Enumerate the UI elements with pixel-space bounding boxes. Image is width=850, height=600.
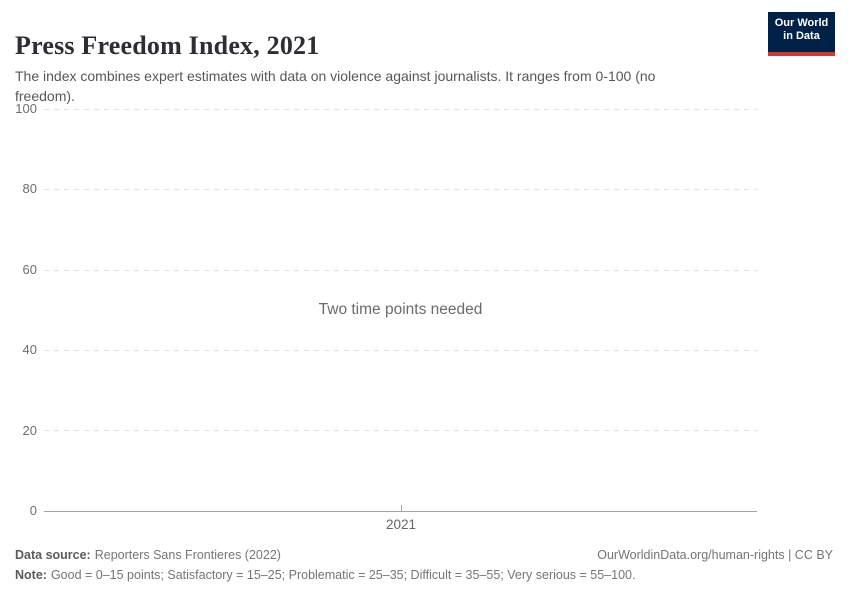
empty-state-message: Two time points needed xyxy=(318,301,483,318)
gridline xyxy=(44,189,757,190)
footer-datasource-line: Data source: Reporters Sans Frontieres (2… xyxy=(15,548,835,563)
note-text: Good = 0–15 points; Satisfactory = 15–25… xyxy=(50,568,636,582)
note-label: Note: xyxy=(15,568,47,582)
y-axis-tick-label: 40 xyxy=(22,342,37,357)
data-source-label: Data source: xyxy=(15,548,91,562)
x-axis-tick-label: 2021 xyxy=(385,517,417,532)
gridline xyxy=(44,109,757,110)
y-axis-tick-label: 80 xyxy=(22,181,37,196)
page-title: Press Freedom Index, 2021 xyxy=(15,31,320,61)
gridline xyxy=(44,270,757,271)
owid-logo[interactable]: Our World in Data xyxy=(768,12,835,56)
footer-note-line: Note: Good = 0–15 points; Satisfactory = … xyxy=(15,568,835,583)
y-axis-tick-label: 60 xyxy=(22,262,37,277)
x-axis-line xyxy=(44,511,757,512)
data-source-text: Reporters Sans Frontieres (2022) xyxy=(94,548,281,562)
owid-logo-line1: Our World xyxy=(774,17,829,29)
chart-subtitle: The index combines expert estimates with… xyxy=(15,68,656,104)
gridline xyxy=(44,350,757,351)
owid-logo-line2: in Data xyxy=(783,30,820,42)
gridline xyxy=(44,430,757,431)
y-axis-tick-label: 0 xyxy=(29,503,37,518)
x-axis-tick-mark xyxy=(401,505,402,511)
y-axis-tick-label: 100 xyxy=(15,101,37,116)
footer-license-link[interactable]: OurWorldinData.org/human-rights | CC BY xyxy=(597,548,833,562)
y-axis-tick-label: 20 xyxy=(22,423,37,438)
